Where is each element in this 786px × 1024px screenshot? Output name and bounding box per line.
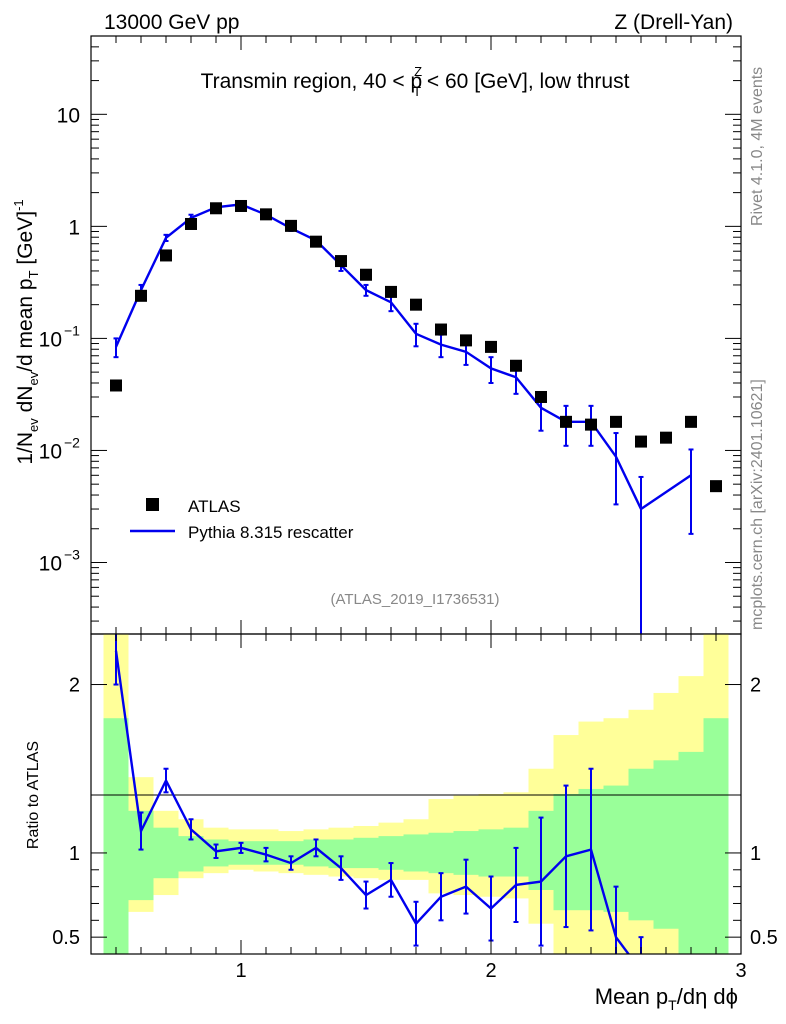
inner-band-bin [153,827,179,879]
ratio-axis-ticks: 0.5 0.5 1 1 2 2 1 2 3 [52,634,778,982]
ratio-tick-label-right: 0.5 [750,927,778,949]
legend: ATLAS Pythia 8.315 rescatter [130,497,354,542]
y-tick-label: 1 [68,216,80,239]
legend-data-label: ATLAS [188,497,241,516]
header-right: Z (Drell-Yan) [614,11,733,34]
data-point [610,415,622,428]
data-point [135,289,147,302]
y-tick-label: 10 [39,440,62,463]
data-point [235,199,247,212]
main-ylabel: 1/Nev dNev/d mean pT [GeV]-1 [11,199,41,464]
data-point [560,415,572,428]
data-point [160,249,172,262]
ratio-tick-label-left: 0.5 [52,927,80,949]
inner-band-bin [353,837,379,869]
data-series-main [110,199,722,493]
data-point [310,235,322,248]
y-tick-label-exponent: −3 [64,546,80,562]
inner-band-bin [653,760,679,929]
mcplots-label: mcplots.cern.ch [arXiv:2401.10621] [749,379,766,630]
ratio-ylabel: Ratio to ATLAS [25,741,42,849]
rivet-version-label: Rivet 4.1.0, 4M events [749,67,766,226]
mc-line-main [114,203,692,511]
header-left: 13000 GeV pp [104,11,239,34]
data-point [635,435,647,448]
mc-series-main [113,201,694,634]
plot-title: Transmin region, 40 < pZ T < 60 [GeV], lo… [201,64,630,99]
inner-band-bin [478,829,504,877]
analysis-label: (ATLAS_2019_I1736531) [330,591,499,608]
y-tick-label: 10 [57,104,80,127]
data-point [260,208,272,221]
inner-band-bin [178,836,204,872]
mc-line-ratio [114,650,630,954]
data-point [410,298,422,311]
data-point [460,334,472,347]
data-point [110,379,122,392]
y-tick-label: 10 [39,328,62,351]
legend-data-marker [146,498,159,511]
inner-band-bin [103,718,129,954]
ratio-tick-label-right: 2 [750,675,761,697]
data-point [285,219,297,232]
y-tick-label-exponent: −2 [64,434,80,450]
data-point [210,202,222,215]
data-point [535,390,547,403]
x-tick-label: 1 [235,960,246,982]
inner-band-bin [403,834,429,872]
xlabel: Mean pT/dη dϕ [595,984,738,1013]
data-point [585,418,597,431]
data-point [485,340,497,353]
inner-band-bin [428,832,454,874]
ratio-tick-label-left: 1 [69,843,80,865]
data-point [435,323,447,336]
inner-band-bin [678,751,704,954]
data-point [660,431,672,444]
x-tick-label: 3 [735,960,746,982]
inner-band-bin [628,768,654,921]
y-tick-label: 10 [39,552,62,575]
ratio-tick-label-left: 2 [69,675,80,697]
x-tick-label: 2 [485,960,496,982]
data-point [185,217,197,230]
inner-band-bin [703,718,729,954]
ratio-tick-label-right: 1 [750,843,761,865]
y-tick-label-exponent: −1 [64,322,80,338]
data-point [335,255,347,268]
data-point [710,480,722,493]
data-point [510,359,522,372]
data-point [685,415,697,428]
data-point [360,268,372,281]
legend-mc-label: Pythia 8.315 rescatter [188,523,354,542]
data-point [385,285,397,298]
mc-series-ratio [113,634,644,954]
